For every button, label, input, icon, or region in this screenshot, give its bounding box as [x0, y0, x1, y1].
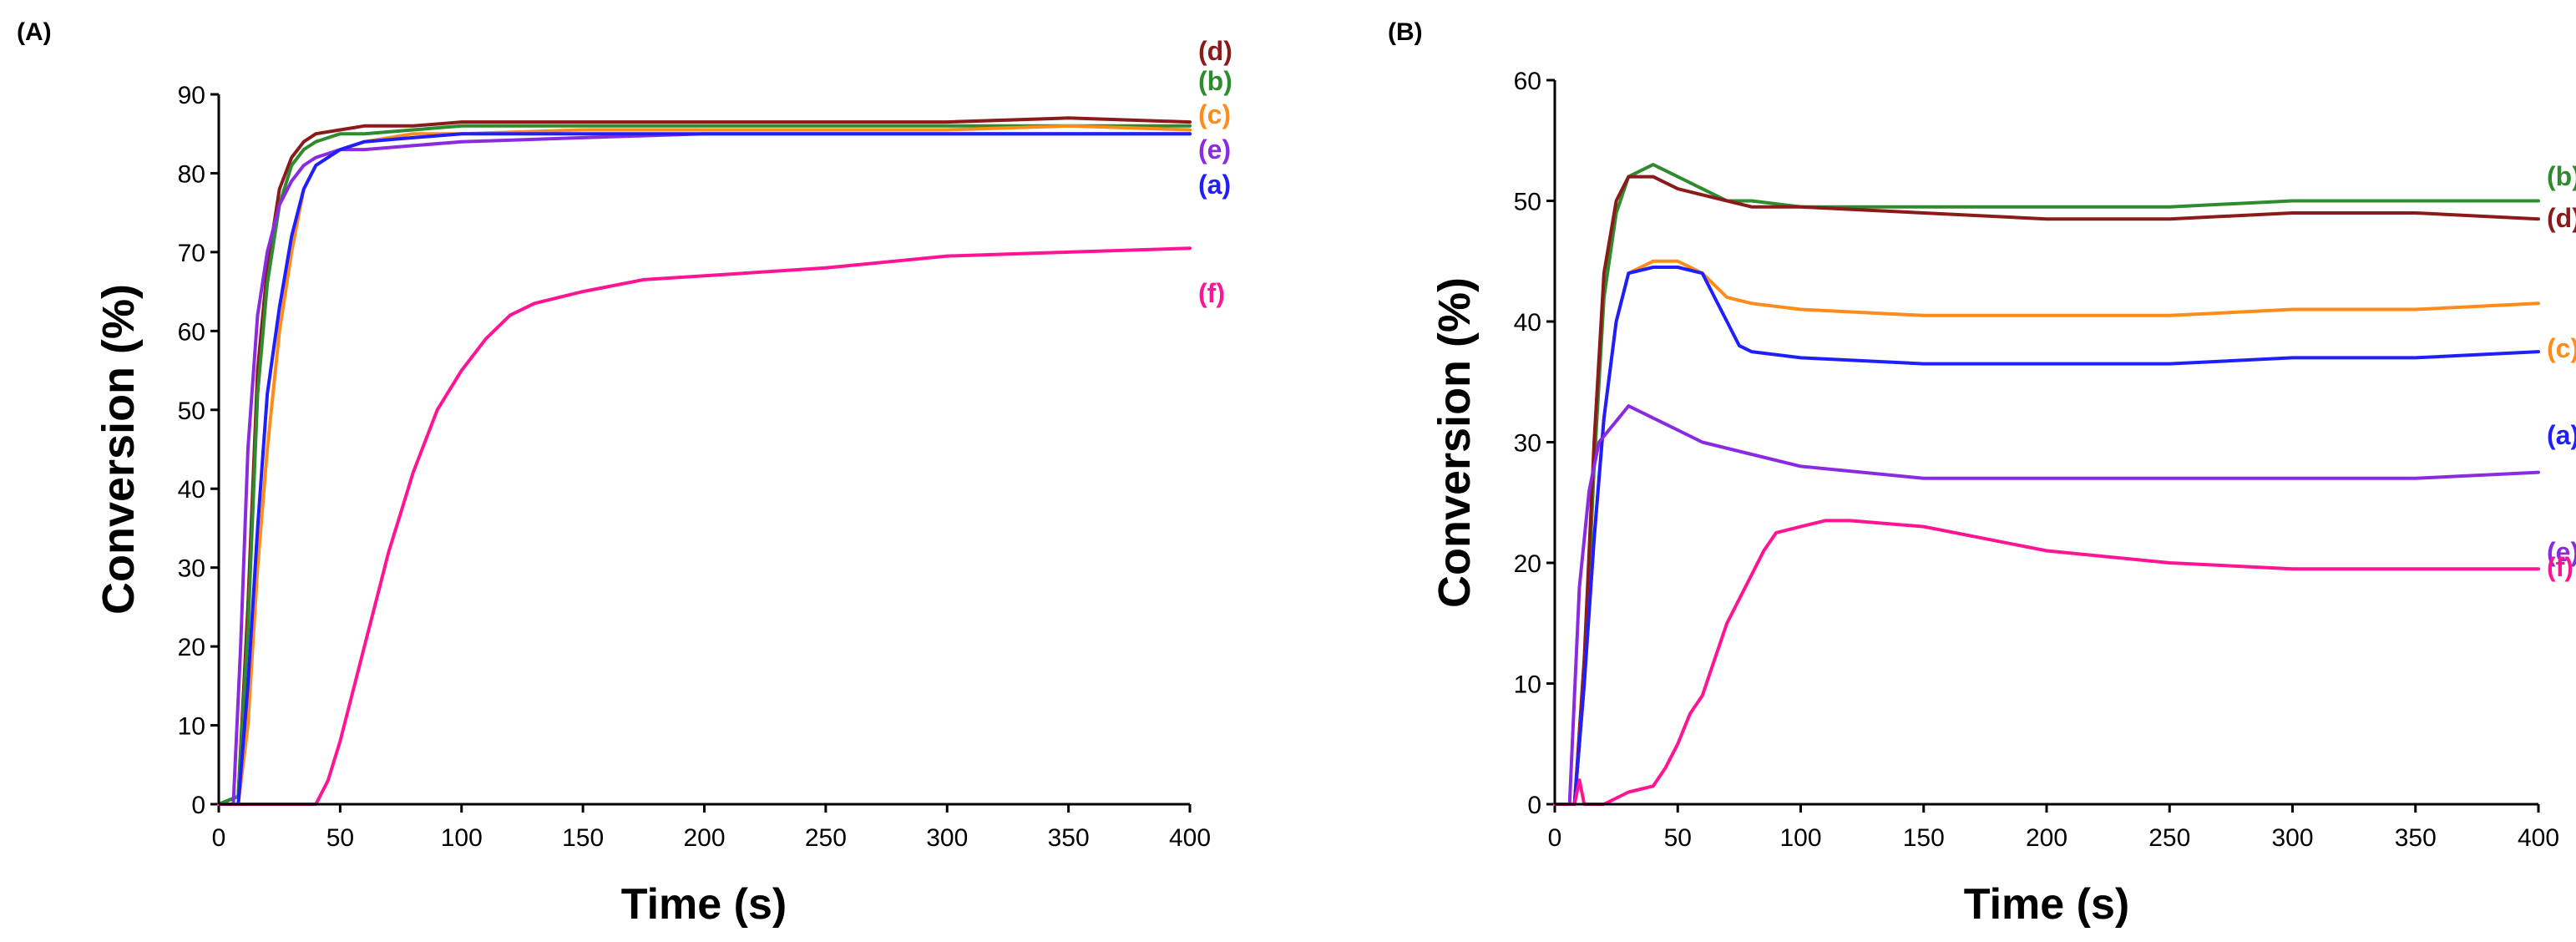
panel-a-legend-label-c: (c) — [1198, 99, 1231, 129]
panel-b-legend-label-f: (f) — [2547, 552, 2573, 582]
panel-a-x-axis-title: Time (s) — [621, 880, 787, 929]
panel-a-x-tick-label: 50 — [326, 824, 354, 852]
panel-b-series-line-f — [1553, 519, 2540, 806]
panel-b-x-tick-label: 400 — [2518, 824, 2559, 852]
panel-a-y-axis-title: Conversion (%) — [94, 284, 144, 615]
panel-b-legend-label-c: (c) — [2547, 333, 2576, 363]
panel-a-y-tick-label: 20 — [178, 634, 205, 661]
panel-a-x-tick-label: 200 — [683, 824, 725, 852]
panel-b-x-tick-label: 300 — [2271, 824, 2313, 852]
panel-a-y-tick-label: 50 — [178, 398, 205, 425]
panel-a-legend-label-b: (b) — [1198, 66, 1232, 96]
panel-b-y-tick-label: 50 — [1514, 189, 1541, 216]
panel-b-y-tick-label: 60 — [1514, 68, 1541, 95]
panel-a-legend-label-a: (a) — [1198, 170, 1231, 200]
panel-label-a: (A) — [17, 18, 52, 46]
panel-b-series-line-c — [1553, 259, 2540, 806]
panel-b-axes — [1553, 80, 2538, 806]
panel-a-y-tick-label: 60 — [178, 318, 205, 346]
panel-b-series-line-a — [1553, 266, 2540, 806]
panel-a-y-tick-label: 30 — [178, 555, 205, 583]
panel-a-series-line-f — [217, 246, 1192, 806]
panel-b-y-tick-label: 40 — [1514, 309, 1541, 337]
panel-b-x-tick-label: 200 — [2026, 824, 2067, 852]
panel-a-series-line-d — [217, 116, 1192, 806]
panel-b-y-tick-label: 0 — [1527, 792, 1541, 819]
panel-b-x-tick-label: 0 — [1548, 824, 1562, 852]
chart-panel-a: (A) 0 50 100 150 200 250 300 350 400 0 10 20 30 40 50 6… — [17, 18, 1232, 929]
panel-a-x-tick-label: 350 — [1048, 824, 1090, 852]
panel-a-y-tick-label: 70 — [178, 240, 205, 267]
panel-a-x-tick-label: 150 — [562, 824, 604, 852]
panel-a-axes — [217, 94, 1190, 806]
panel-b-legend: (b) (d) (c) (a) (e)(f) — [2547, 161, 2576, 582]
panel-b-series-line-d — [1553, 175, 2540, 806]
panel-b-ticks: 0 50 100 150 200 250 300 350 400 0 10 20 30 40 50 60 — [1514, 68, 2559, 852]
panel-b-legend-label-e: (e) — [2547, 537, 2576, 567]
panel-b-x-tick-label: 150 — [1903, 824, 1945, 852]
panel-b-legend-label-b: (b) — [2547, 161, 2576, 191]
panel-b-series-line-e — [1553, 404, 2540, 806]
panel-b-legend-label-d: (d) — [2547, 203, 2576, 233]
panel-b-x-tick-label: 50 — [1664, 824, 1692, 852]
panel-b-y-tick-label: 10 — [1514, 671, 1541, 699]
panel-a-series-line-c — [217, 124, 1192, 806]
panel-a-x-tick-label: 0 — [212, 824, 226, 852]
panel-a-series-line-a — [217, 132, 1192, 806]
panel-a-y-tick-label: 80 — [178, 160, 205, 188]
panel-a-y-tick-label: 40 — [178, 476, 205, 504]
panel-b-y-tick-label: 30 — [1514, 430, 1541, 458]
panel-b-x-tick-label: 250 — [2148, 824, 2190, 852]
panel-a-x-tick-label: 300 — [926, 824, 968, 852]
panel-a-legend-label-e: (e) — [1198, 134, 1231, 165]
chart-panel-b: (B) 0 50 100 150 200 250 300 350 400 0 10 20 30 40 50 6… — [1388, 18, 2576, 929]
panel-b-y-tick-label: 20 — [1514, 550, 1541, 578]
panel-label-b: (B) — [1388, 18, 1423, 46]
panel-a-y-tick-label: 10 — [178, 713, 205, 741]
panel-a-y-tick-label: 90 — [178, 82, 205, 109]
panel-a-series-line-b — [217, 124, 1192, 806]
panel-a-x-tick-label: 100 — [441, 824, 483, 852]
panel-a-x-tick-label: 400 — [1169, 824, 1211, 852]
panel-a-legend-label-f: (f) — [1198, 278, 1225, 308]
panel-b-series — [1553, 163, 2540, 806]
panel-b-x-tick-label: 100 — [1779, 824, 1821, 852]
panel-a-legend: (d)(b)(c) (e) (a) (f) — [1198, 36, 1232, 308]
panel-b-legend-label-a: (a) — [2547, 420, 2576, 450]
panel-a-series — [217, 116, 1192, 806]
panel-b-x-tick-label: 350 — [2395, 824, 2437, 852]
panel-b-series-line-b — [1553, 163, 2540, 806]
panel-a-ticks: 0 50 100 150 200 250 300 350 400 0 10 20 30 40 50 60 70 8… — [178, 82, 1211, 852]
panel-b-x-axis-title: Time (s) — [1964, 880, 2129, 929]
panel-b-y-axis-title: Conversion (%) — [1430, 277, 1480, 608]
panel-a-legend-label-d: (d) — [1198, 36, 1232, 66]
panel-a-x-tick-label: 250 — [805, 824, 847, 852]
panel-a-y-tick-label: 0 — [191, 792, 205, 819]
panel-a-series-line-e — [217, 132, 1192, 806]
